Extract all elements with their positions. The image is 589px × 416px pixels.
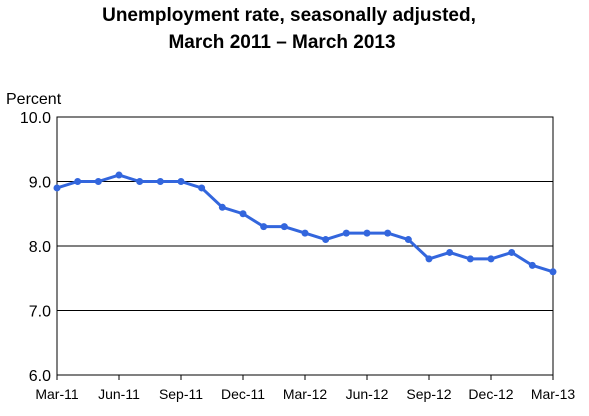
data-point-Apr-11 <box>74 178 82 185</box>
series-line <box>56 173 554 274</box>
y-tick-label-2: 8.0 <box>29 239 51 256</box>
x-tick-label-0: Mar-11 <box>35 386 79 402</box>
data-point-May-12 <box>342 229 350 237</box>
data-point-Dec-11 <box>239 210 247 218</box>
data-point-Jun-11 <box>115 171 123 179</box>
data-point-Aug-12 <box>404 236 412 244</box>
data-point-Nov-12 <box>466 255 474 263</box>
x-tick-label-4: Mar-12 <box>283 386 328 402</box>
series-unemployment-rate <box>53 171 557 276</box>
x-tick-label-6: Sep-12 <box>406 386 451 402</box>
chart-title: Unemployment rate, seasonally adjusted, <box>102 5 476 26</box>
data-point-May-11 <box>94 178 102 185</box>
data-point-Jan-13 <box>508 248 516 256</box>
x-tick-label-8: Mar-13 <box>531 386 576 402</box>
y-tick-label-3: 9.0 <box>29 175 51 192</box>
y-tick-label-4: 10.0 <box>20 110 51 127</box>
data-point-Jun-12 <box>363 229 371 237</box>
data-point-Nov-11 <box>218 203 226 211</box>
data-point-Feb-12 <box>280 223 288 231</box>
data-point-Jul-11 <box>136 178 144 185</box>
y-tick-label-0: 6.0 <box>29 368 51 385</box>
data-point-Feb-13 <box>528 261 536 269</box>
x-tick-label-5: Jun-12 <box>346 386 389 402</box>
grid-lines <box>57 181 553 311</box>
x-tick-label-2: Sep-11 <box>159 386 203 402</box>
data-point-Mar-11 <box>53 184 61 192</box>
data-point-Mar-13 <box>549 268 557 276</box>
y-tick-label-1: 7.0 <box>29 304 51 321</box>
data-point-Apr-12 <box>322 236 330 244</box>
data-point-Aug-11 <box>156 178 164 185</box>
data-point-Oct-11 <box>198 184 206 192</box>
data-point-Jan-12 <box>260 223 268 231</box>
chart-subtitle: March 2011 – March 2013 <box>168 32 395 53</box>
data-point-Jul-12 <box>384 229 392 237</box>
data-point-Sep-12 <box>425 255 433 263</box>
data-point-Sep-11 <box>177 178 185 185</box>
y-axis-ticks: 6.0 7.0 8.0 9.0 10.0 <box>20 110 51 385</box>
data-point-Oct-12 <box>446 248 454 256</box>
x-tick-label-1: Jun-11 <box>98 386 140 402</box>
x-tick-label-3: Dec-11 <box>221 386 265 402</box>
x-tick-label-7: Dec-12 <box>468 386 513 402</box>
x-axis-ticks: Mar-11 Jun-11 Sep-11 Dec-11 Mar-12 Jun-12 Sep-… <box>35 375 575 402</box>
data-point-Mar-12 <box>301 229 309 237</box>
y-axis-label: Percent <box>6 91 62 108</box>
data-point-Dec-12 <box>487 255 495 263</box>
